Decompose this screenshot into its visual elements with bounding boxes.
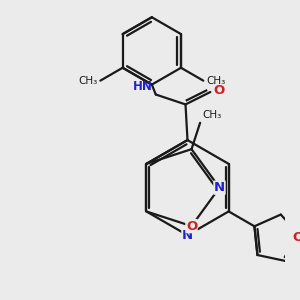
Text: CH₃: CH₃ bbox=[78, 76, 97, 85]
Text: N: N bbox=[214, 181, 225, 194]
Text: CH₃: CH₃ bbox=[202, 110, 221, 120]
Text: N: N bbox=[182, 229, 193, 242]
Text: O: O bbox=[186, 220, 197, 232]
Text: O: O bbox=[292, 232, 300, 244]
Text: O: O bbox=[214, 83, 225, 97]
Text: HN: HN bbox=[133, 80, 153, 92]
Text: CH₃: CH₃ bbox=[206, 76, 226, 85]
